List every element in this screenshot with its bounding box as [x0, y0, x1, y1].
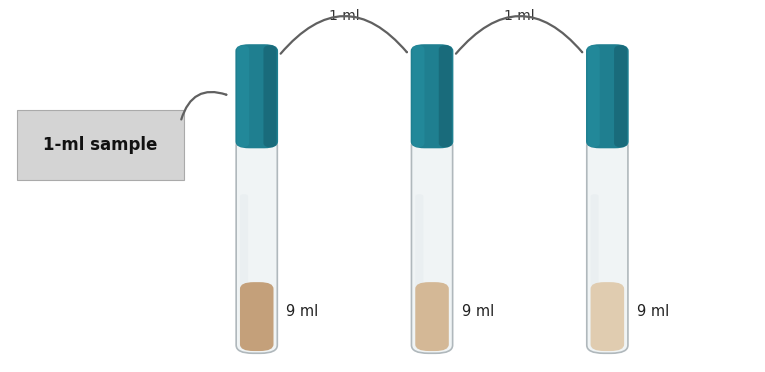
Text: 9 ml: 9 ml — [286, 304, 319, 319]
FancyBboxPatch shape — [411, 44, 454, 148]
FancyBboxPatch shape — [236, 138, 278, 353]
FancyBboxPatch shape — [240, 194, 248, 349]
FancyArrowPatch shape — [281, 16, 407, 54]
FancyBboxPatch shape — [591, 282, 624, 351]
FancyArrowPatch shape — [181, 92, 226, 119]
Text: 9 ml: 9 ml — [462, 304, 494, 319]
FancyArrowPatch shape — [456, 16, 582, 54]
FancyBboxPatch shape — [587, 138, 628, 353]
FancyBboxPatch shape — [586, 44, 629, 148]
Text: 1-ml sample: 1-ml sample — [44, 137, 158, 154]
FancyBboxPatch shape — [614, 45, 627, 148]
FancyBboxPatch shape — [412, 138, 453, 353]
FancyBboxPatch shape — [240, 282, 274, 351]
FancyBboxPatch shape — [237, 45, 249, 148]
FancyBboxPatch shape — [415, 194, 423, 349]
Text: 1 ml: 1 ml — [504, 9, 535, 23]
FancyBboxPatch shape — [236, 44, 278, 148]
Text: 9 ml: 9 ml — [637, 304, 669, 319]
Text: 1 ml: 1 ml — [329, 9, 360, 23]
FancyBboxPatch shape — [412, 45, 425, 148]
FancyBboxPatch shape — [588, 45, 600, 148]
FancyBboxPatch shape — [591, 194, 599, 349]
FancyBboxPatch shape — [415, 282, 449, 351]
FancyBboxPatch shape — [263, 45, 277, 148]
FancyBboxPatch shape — [439, 45, 452, 148]
FancyBboxPatch shape — [17, 110, 184, 180]
